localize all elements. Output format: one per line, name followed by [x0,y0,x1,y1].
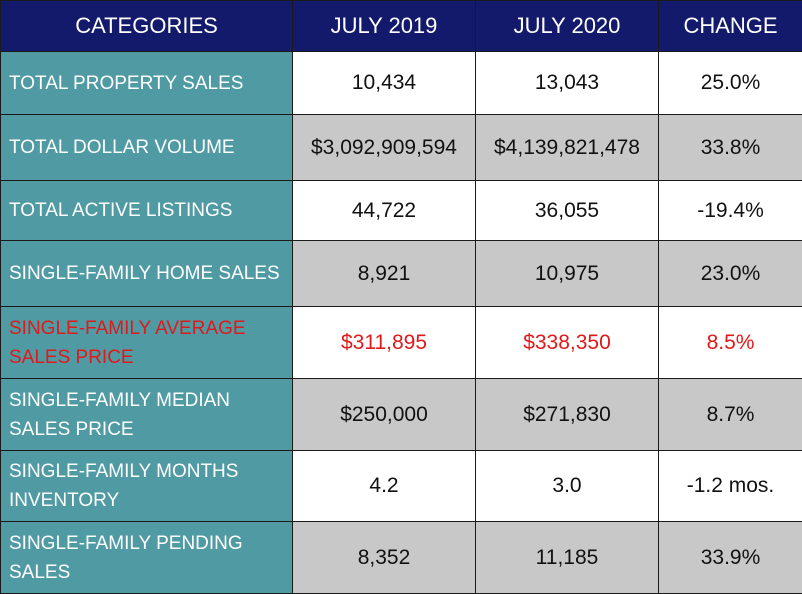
row-july-2019: 10,434 [293,52,476,115]
row-category: SINGLE-FAMILY PENDING SALES [1,522,293,594]
row-category: SINGLE-FAMILY AVERAGE SALES PRICE [1,307,293,379]
header-july-2019: JULY 2019 [293,1,476,52]
row-july-2019: $311,895 [293,307,476,379]
row-category: SINGLE-FAMILY HOME SALES [1,241,293,307]
table-row-highlighted: SINGLE-FAMILY AVERAGE SALES PRICE $311,8… [1,307,802,379]
row-change: 8.5% [659,307,802,379]
row-july-2020: 3.0 [476,451,659,522]
header-row: CATEGORIES JULY 2019 JULY 2020 CHANGE [1,1,802,52]
header-change: CHANGE [659,1,802,52]
row-category: TOTAL PROPERTY SALES [1,52,293,115]
row-category: SINGLE-FAMILY MONTHS INVENTORY [1,451,293,522]
row-category: TOTAL DOLLAR VOLUME [1,115,293,181]
row-change: 33.8% [659,115,802,181]
row-change: 25.0% [659,52,802,115]
header-categories: CATEGORIES [1,1,293,52]
row-july-2020: 36,055 [476,181,659,241]
row-july-2019: 44,722 [293,181,476,241]
row-change: 33.9% [659,522,802,594]
row-july-2019: $250,000 [293,379,476,451]
row-july-2020: $4,139,821,478 [476,115,659,181]
table-row: SINGLE-FAMILY HOME SALES 8,921 10,975 23… [1,241,802,307]
row-change: 8.7% [659,379,802,451]
table-row: TOTAL ACTIVE LISTINGS 44,722 36,055 -19.… [1,181,802,241]
row-change: 23.0% [659,241,802,307]
row-category: SINGLE-FAMILY MEDIAN SALES PRICE [1,379,293,451]
row-category: TOTAL ACTIVE LISTINGS [1,181,293,241]
table-row: SINGLE-FAMILY MEDIAN SALES PRICE $250,00… [1,379,802,451]
table-row: SINGLE-FAMILY PENDING SALES 8,352 11,185… [1,522,802,594]
header-july-2020: JULY 2020 [476,1,659,52]
row-july-2019: 4.2 [293,451,476,522]
row-july-2020: 13,043 [476,52,659,115]
table-row: SINGLE-FAMILY MONTHS INVENTORY 4.2 3.0 -… [1,451,802,522]
row-july-2019: $3,092,909,594 [293,115,476,181]
table-row: TOTAL DOLLAR VOLUME $3,092,909,594 $4,13… [1,115,802,181]
table-row: TOTAL PROPERTY SALES 10,434 13,043 25.0% [1,52,802,115]
row-change: -1.2 mos. [659,451,802,522]
row-july-2019: 8,352 [293,522,476,594]
row-july-2020: 10,975 [476,241,659,307]
row-july-2020: $338,350 [476,307,659,379]
row-july-2020: 11,185 [476,522,659,594]
row-change: -19.4% [659,181,802,241]
row-july-2019: 8,921 [293,241,476,307]
row-july-2020: $271,830 [476,379,659,451]
